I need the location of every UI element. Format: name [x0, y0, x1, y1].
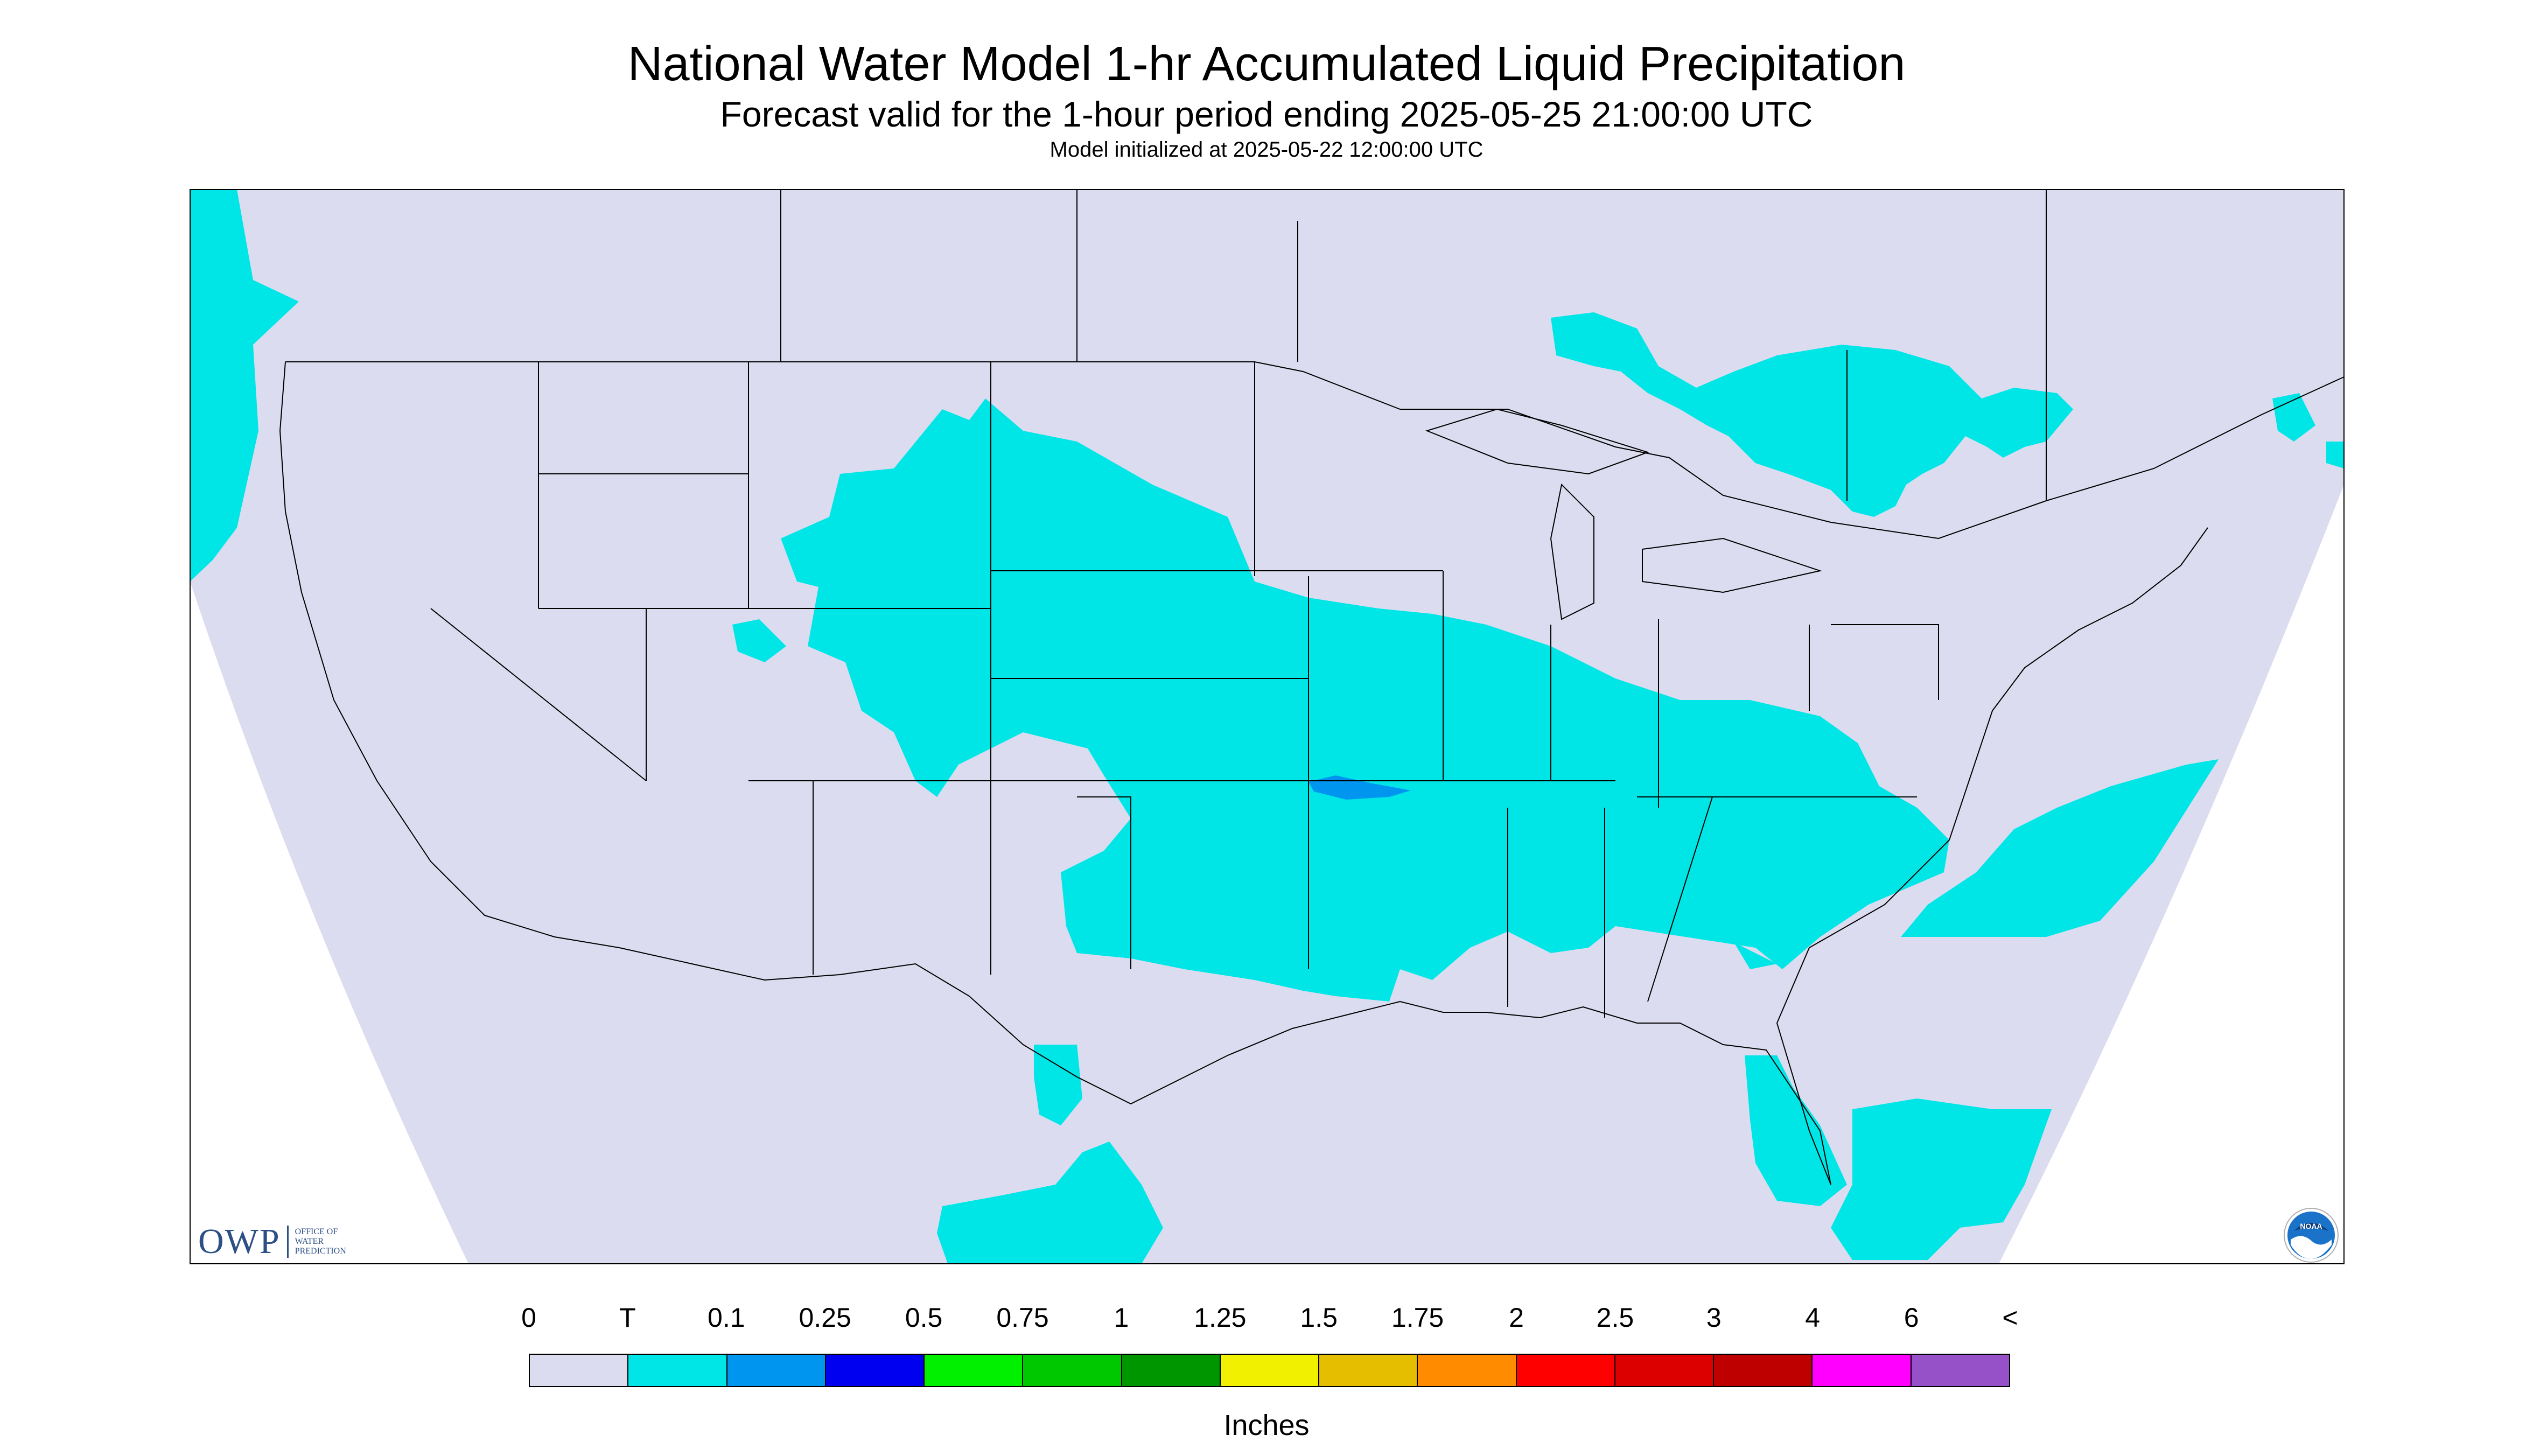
- legend-swatch: [1813, 1355, 1912, 1386]
- precip-trace-areas: [190, 190, 2344, 1264]
- legend-swatch: [825, 1355, 925, 1386]
- precip-caribbean: [1831, 1098, 2052, 1260]
- precip-colorado-small: [732, 619, 786, 662]
- east-coast: [1776, 527, 2208, 1185]
- legend-tick-label: 0.25: [799, 1303, 851, 1333]
- us-mexico-border: [554, 936, 1185, 1105]
- noaa-logo-icon: NOAA: [2284, 1208, 2339, 1263]
- canada-lines: [780, 190, 2047, 501]
- map-title: National Water Model 1-hr Accumulated Li…: [627, 37, 1906, 91]
- legend-swatch: [1418, 1355, 1517, 1386]
- legend-swatch: [530, 1355, 629, 1386]
- model-init-time: Model initialized at 2025-05-22 12:00:00…: [1049, 138, 1484, 162]
- legend-swatch: [1122, 1355, 1221, 1386]
- map-boundaries: [279, 190, 2345, 1185]
- great-lakes: [1425, 408, 1822, 620]
- precip-mexico-central: [1034, 1045, 1082, 1125]
- legend-swatch: [1516, 1355, 1615, 1386]
- gulf-coast: [1184, 1000, 1831, 1185]
- legend-swatch: [1911, 1355, 2009, 1386]
- legend-tick-labels: 0 T 0.1 0.25 0.5 0.75 1 1.25 1.5 1.75 2 2.5 3 4 6 <: [0, 1302, 2533, 1340]
- state-lines: [430, 362, 1939, 1018]
- precip-maritime: [2326, 442, 2344, 468]
- legend-swatch: [1023, 1355, 1122, 1386]
- precip-pacific-nw: [190, 190, 299, 582]
- owp-logo-divider: [286, 1226, 289, 1258]
- legend-tick-label: 3: [1706, 1303, 1722, 1333]
- precip-florida: [1745, 1055, 1847, 1206]
- legend-tick-label: 6: [1904, 1303, 1919, 1333]
- legend-tick-label: 0.75: [996, 1303, 1049, 1333]
- legend-tick-label: 0: [521, 1303, 536, 1333]
- map-frame: [190, 189, 2345, 1264]
- owp-logo-line-2: WATER: [295, 1237, 324, 1246]
- legend-swatch: [925, 1355, 1024, 1386]
- owp-logo-subtext: OFFICE OF WATER PREDICTION: [295, 1227, 346, 1256]
- owp-logo-line-3: PREDICTION: [295, 1247, 346, 1256]
- precip-great-plains: [781, 398, 1949, 1002]
- precip-atlantic: [1901, 759, 2219, 937]
- legend-tick-label: 1: [1114, 1303, 1129, 1333]
- map-subtitle: Forecast valid for the 1-hour period end…: [720, 94, 1813, 134]
- us-west-coast: [279, 361, 555, 937]
- legend-color-bar: [529, 1354, 2010, 1387]
- legend-tick-label: 4: [1805, 1303, 1821, 1333]
- legend-tick-label: 1.75: [1391, 1303, 1444, 1333]
- legend-tick-label: 1.5: [1300, 1303, 1338, 1333]
- legend-swatch: [628, 1355, 727, 1386]
- legend-tick-label: 0.5: [905, 1303, 943, 1333]
- legend-tick-label: T: [619, 1303, 636, 1333]
- owp-logo-line-1: OFFICE OF: [295, 1227, 338, 1236]
- precip-ontario: [1551, 312, 2073, 517]
- legend-swatch: [1714, 1355, 1813, 1386]
- legend-swatch: [1220, 1355, 1320, 1386]
- noaa-logo-text: NOAA: [2300, 1222, 2322, 1230]
- legend-tick-label: 0.1: [708, 1303, 745, 1333]
- legend-swatch: [1615, 1355, 1715, 1386]
- precip-se-coast: [1734, 942, 1777, 969]
- precip-mexico-south: [937, 1142, 1163, 1264]
- precip-light-rain-ks-ok: [1309, 775, 1411, 800]
- legend-units: Inches: [1223, 1409, 1310, 1441]
- owp-logo-text: OWP: [198, 1222, 281, 1261]
- legend-tick-label: <: [2002, 1303, 2018, 1333]
- us-canada-border: [285, 361, 2345, 540]
- owp-logo-icon: OWP OFFICE OF WATER PREDICTION: [198, 1221, 346, 1262]
- legend-swatch: [1319, 1355, 1418, 1386]
- legend-swatch: [727, 1355, 826, 1386]
- legend-tick-label: 2.5: [1596, 1303, 1634, 1333]
- legend-tick-label: 1.25: [1194, 1303, 1247, 1333]
- legend-tick-label: 2: [1509, 1303, 1524, 1333]
